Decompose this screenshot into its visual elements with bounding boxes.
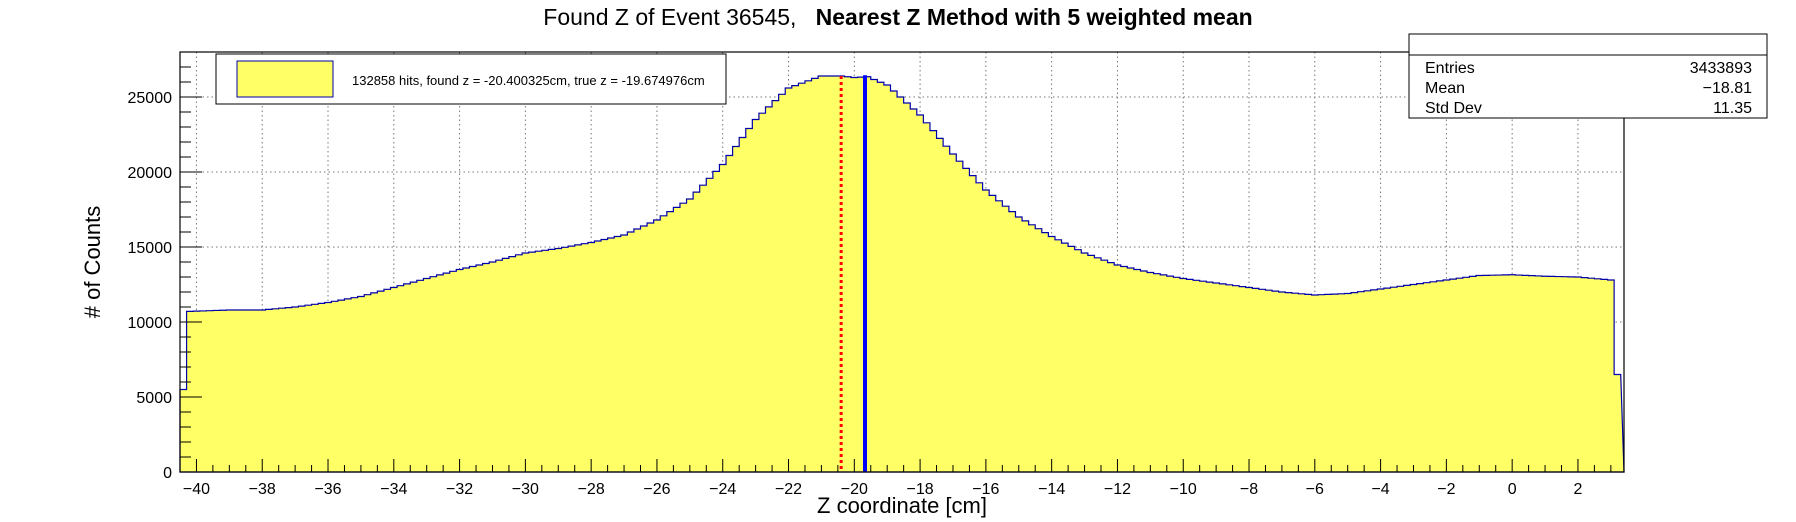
x-tick-label: −8 (1240, 481, 1258, 498)
y-axis-label: # of Counts (80, 206, 105, 319)
chart-title-method: Nearest Z Method with 5 weighted mean (815, 4, 1253, 30)
histogram-bars (179, 75, 1625, 473)
marker-lines (839, 75, 867, 472)
stats-stddev-label: Std Dev (1425, 100, 1482, 117)
x-tick-label: −26 (643, 481, 670, 498)
x-tick-label: −6 (1306, 481, 1324, 498)
stats-entries-value: 3433893 (1690, 60, 1752, 77)
x-tick-label: −40 (183, 481, 210, 498)
stats-entries-label: Entries (1425, 60, 1475, 77)
x-tick-label: −4 (1371, 481, 1389, 498)
x-tick-label: −20 (841, 481, 868, 498)
y-tick-label: 5000 (136, 390, 172, 407)
y-tick-label: 0 (163, 465, 172, 482)
x-tick-label: −24 (709, 481, 736, 498)
histogram-layer (179, 75, 1625, 473)
x-tick-label: −16 (972, 481, 999, 498)
y-axis: 0 5000 10000 15000 20000 25000 (128, 51, 202, 482)
x-tick-label: 2 (1573, 481, 1582, 498)
y-tick-label: 10000 (128, 315, 173, 332)
legend-swatch (236, 60, 334, 98)
x-tick-label: −32 (446, 481, 473, 498)
stats-box: Entries 3433893 Mean −18.81 Std Dev 11.3… (1408, 33, 1768, 119)
chart-title: Found Z of Event 36545, Nearest Z Method… (0, 4, 1796, 31)
x-tick-label: −38 (249, 481, 276, 498)
y-tick-label: 20000 (128, 165, 173, 182)
x-tick-label: −12 (1104, 481, 1131, 498)
stats-mean-value: −18.81 (1703, 80, 1752, 97)
x-tick-label: −10 (1170, 481, 1197, 498)
x-axis-label: Z coordinate [cm] (817, 493, 987, 518)
x-tick-label: −14 (1038, 481, 1065, 498)
x-tick-label: 0 (1508, 481, 1517, 498)
chart-title-main: Found Z of Event 36545, (543, 4, 797, 30)
stats-stddev-value: 11.35 (1713, 100, 1752, 117)
legend: 132858 hits, found z = -20.400325cm, tru… (215, 53, 727, 105)
legend-entry: 132858 hits, found z = -20.400325cm, tru… (352, 73, 705, 88)
x-axis: −40 −38 −36 −34 −32 −30 −28 −26 −24 −22 −20 −18 −16−… (179, 459, 1612, 498)
x-tick-label: −36 (314, 481, 341, 498)
x-tick-label: −30 (512, 481, 539, 498)
y-tick-label: 15000 (128, 240, 173, 257)
x-tick-label: −22 (775, 481, 802, 498)
x-tick-label: −28 (578, 481, 605, 498)
x-tick-label: −2 (1437, 481, 1455, 498)
x-tick-label: −34 (380, 481, 407, 498)
y-tick-label: 25000 (128, 90, 173, 107)
stats-mean-label: Mean (1425, 80, 1465, 97)
x-tick-label: −18 (907, 481, 934, 498)
